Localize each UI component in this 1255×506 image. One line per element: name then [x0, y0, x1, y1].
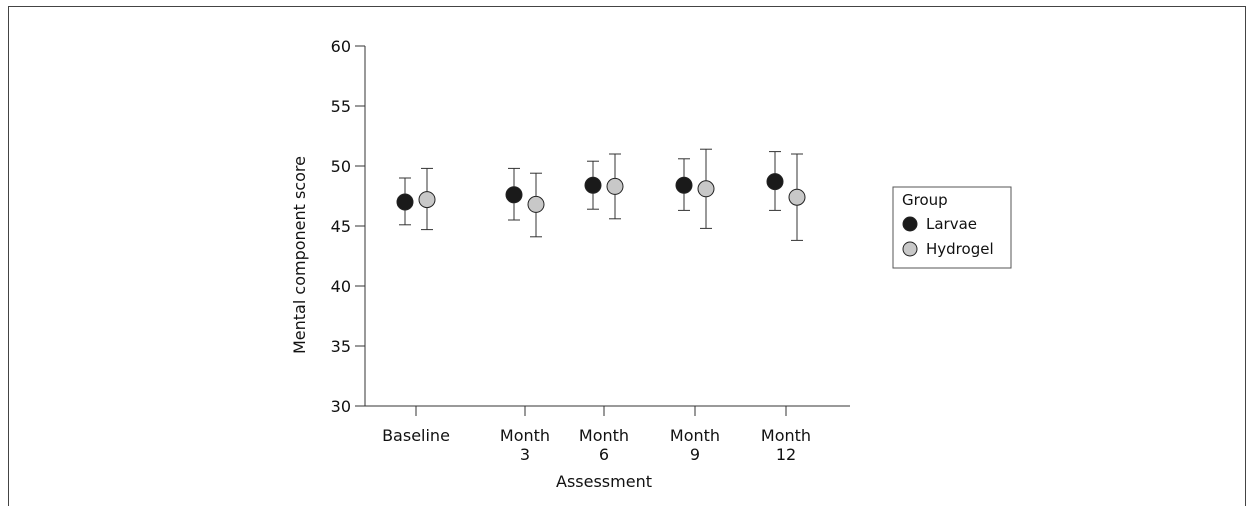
legend-title: Group — [902, 191, 948, 209]
y-tick-label: 55 — [331, 97, 351, 116]
data-point — [505, 186, 523, 204]
data-point — [675, 176, 693, 194]
x-tick-label: Month — [500, 426, 550, 445]
y-tick-label: 30 — [331, 397, 351, 416]
x-tick-label: Month — [670, 426, 720, 445]
data-point — [396, 193, 414, 211]
x-tick-label: 6 — [599, 445, 609, 464]
legend-entry-label: Larvae — [926, 215, 977, 233]
legend-marker — [902, 241, 918, 257]
y-tick-label: 50 — [331, 157, 351, 176]
data-point — [606, 177, 624, 195]
data-point — [418, 191, 436, 209]
y-tick-label: 45 — [331, 217, 351, 236]
y-axis-label: Mental component score — [290, 156, 309, 354]
data-point — [766, 173, 784, 191]
data-point — [527, 195, 545, 213]
x-axis-label: Assessment — [556, 472, 652, 491]
y-tick-label: 60 — [331, 37, 351, 56]
x-tick-label: 3 — [520, 445, 530, 464]
legend-entry-label: Hydrogel — [926, 240, 994, 258]
x-tick-label: Baseline — [382, 426, 450, 445]
y-tick-label: 35 — [331, 337, 351, 356]
x-tick-label: 9 — [690, 445, 700, 464]
figure-frame — [8, 6, 1246, 506]
data-point — [697, 180, 715, 198]
data-point — [584, 176, 602, 194]
y-tick-label: 40 — [331, 277, 351, 296]
x-tick-label: Month — [761, 426, 811, 445]
legend: Group Larvae Hydrogel — [892, 186, 1012, 269]
x-tick-label: 12 — [776, 445, 796, 464]
legend-marker — [902, 216, 918, 232]
x-tick-label: Month — [579, 426, 629, 445]
data-point — [788, 188, 806, 206]
